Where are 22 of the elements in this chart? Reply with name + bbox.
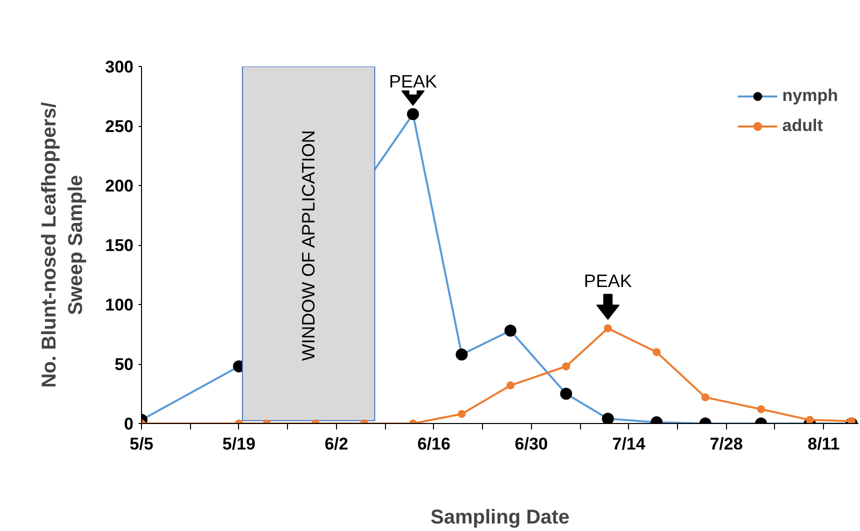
annotation: PEAK [388,71,438,92]
y-tick-label: 250 [105,117,134,136]
x-axis-title: Sampling Date [430,506,570,528]
y-tick-label: 50 [114,355,134,374]
x-tick-label: 5/19 [222,434,256,454]
legend-label: adult [782,116,823,136]
x-tick-label: 6/30 [514,434,548,454]
y-tick-label: 0 [124,414,134,434]
x-tick-label: 5/5 [130,434,154,454]
y-tick-label: 100 [105,296,134,314]
y-tick-label: 300 [105,58,134,76]
x-tick-label: 6/16 [417,434,450,454]
legend-label: nymph [782,86,838,106]
band-label: WINDOW OF APPLICATION [298,130,319,361]
y-tick-label: 200 [105,176,134,196]
x-tick-label: 6/2 [324,434,348,454]
y-axis-title: No. Blunt-nosed Leafhoppers/ Sweep Sample [38,102,88,388]
x-tick-label: 7/14 [612,434,646,454]
x-tick-label: 8/11 [808,434,840,454]
annotation: PEAK [584,270,632,291]
y-tick-label: 150 [105,236,134,255]
x-tick-label: 7/28 [710,434,743,454]
